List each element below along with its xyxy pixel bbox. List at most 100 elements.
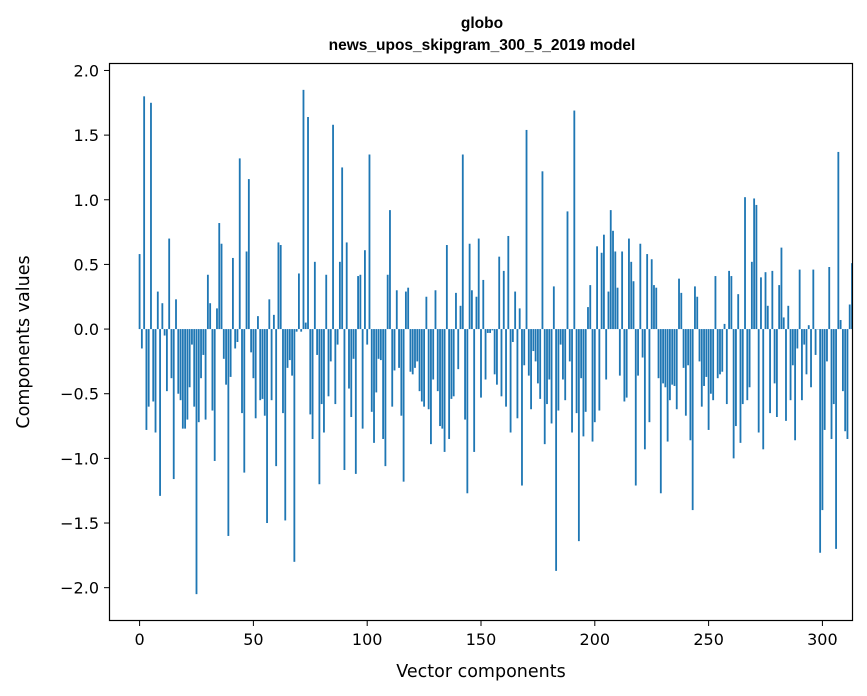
bar	[225, 329, 227, 385]
bar	[671, 329, 674, 385]
bar	[245, 251, 248, 330]
bar	[823, 329, 826, 430]
bar	[548, 329, 551, 380]
bar	[669, 329, 671, 401]
bar	[689, 329, 692, 441]
bar	[197, 329, 200, 423]
bar	[457, 329, 460, 370]
bar	[316, 329, 319, 355]
bar	[741, 329, 744, 405]
bar	[666, 329, 669, 442]
bar	[496, 329, 498, 385]
bar	[461, 154, 464, 330]
bar	[357, 276, 359, 330]
bar	[154, 329, 157, 433]
bar	[821, 329, 824, 511]
bar	[375, 329, 378, 393]
bar	[179, 329, 182, 401]
bar	[616, 287, 619, 330]
bar	[502, 270, 505, 330]
bar	[782, 317, 785, 330]
bar	[712, 329, 715, 401]
x-tick-label: 250	[693, 630, 724, 649]
bar	[707, 329, 710, 430]
bar	[163, 329, 166, 336]
bar	[298, 273, 300, 330]
bar	[266, 329, 268, 524]
bar	[841, 329, 844, 392]
bar	[348, 329, 350, 389]
x-tick-label: 300	[807, 630, 838, 649]
x-axis-label: Vector components	[396, 662, 565, 682]
bar	[311, 329, 314, 439]
bar	[411, 329, 414, 375]
bar	[275, 329, 278, 467]
bar	[587, 307, 589, 330]
bar	[801, 329, 803, 401]
bar	[404, 291, 407, 330]
x-tick-label: 100	[352, 630, 383, 649]
bar	[735, 329, 737, 427]
bar	[539, 329, 542, 399]
bar	[582, 329, 585, 437]
bar	[168, 238, 171, 330]
bar	[418, 329, 421, 392]
bar	[653, 285, 655, 330]
bar	[826, 329, 828, 362]
bar	[250, 329, 253, 353]
bar	[805, 329, 808, 375]
bar	[696, 296, 699, 330]
x-tick-label: 50	[243, 630, 263, 649]
bar	[288, 329, 291, 361]
bar	[200, 329, 202, 379]
bar	[232, 257, 234, 330]
y-tick-label: 2.0	[74, 61, 99, 80]
bar	[416, 329, 419, 362]
bar	[284, 329, 287, 521]
bar	[159, 329, 161, 496]
bar	[391, 329, 394, 407]
bar	[591, 329, 594, 442]
bar	[812, 269, 815, 330]
bar	[216, 308, 218, 330]
bar	[309, 329, 312, 415]
bar	[787, 305, 790, 330]
bar	[848, 304, 851, 330]
x-tick-label: 200	[580, 630, 611, 649]
bar	[521, 329, 523, 486]
bar	[475, 296, 478, 330]
bar	[295, 329, 298, 332]
bar	[272, 314, 275, 330]
bar	[491, 329, 494, 331]
bar	[716, 329, 719, 379]
bar	[789, 329, 792, 401]
bar	[600, 252, 603, 330]
bar	[336, 329, 339, 345]
bar	[511, 329, 514, 342]
bar	[459, 305, 462, 330]
bar	[341, 167, 344, 330]
bar	[470, 290, 473, 330]
bar	[580, 329, 583, 379]
bar	[791, 329, 794, 366]
bar	[846, 329, 849, 439]
bar	[202, 329, 205, 355]
bar	[395, 290, 398, 330]
bar	[725, 329, 728, 405]
bar	[407, 287, 410, 330]
bar	[639, 243, 642, 330]
y-axis-label: Components values	[14, 255, 34, 428]
bar	[414, 329, 416, 368]
bar	[165, 329, 168, 392]
bar	[364, 250, 366, 330]
bar	[181, 329, 184, 429]
bar	[291, 329, 293, 376]
bar	[152, 329, 155, 402]
bar	[507, 235, 510, 330]
bar	[839, 320, 842, 330]
bar	[714, 276, 717, 330]
bar	[204, 329, 207, 420]
bar	[744, 197, 746, 330]
bar-series	[138, 89, 853, 595]
